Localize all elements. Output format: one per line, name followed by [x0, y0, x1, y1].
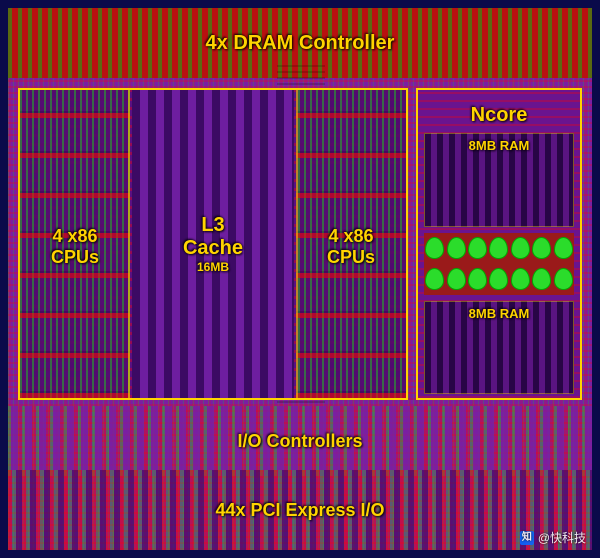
- chip-die: 4x DRAM Controller L3 Cache 16MB 4 x86 C…: [0, 0, 600, 558]
- watermark-text: @快科技: [538, 529, 586, 546]
- ncore-unit-icon: [533, 269, 550, 289]
- ncore-unit-icon: [469, 238, 486, 258]
- ncore-unit-icon: [426, 269, 443, 289]
- ncore-unit-icon: [448, 269, 465, 289]
- watermark: 知 @快科技: [520, 529, 586, 546]
- zhihu-icon: 知: [520, 531, 534, 545]
- ncore-unit-icon: [426, 238, 443, 258]
- ncore-ram-bottom: 8MB RAM: [424, 301, 574, 395]
- ncore-unit-icon: [512, 269, 529, 289]
- cpu-l3-block: L3 Cache 16MB 4 x86 CPUs 4 x86 CPUs: [18, 88, 408, 400]
- ram-bottom-label: 8MB RAM: [425, 306, 573, 321]
- ncore-unit-icon: [490, 238, 507, 258]
- l3-title: L3 Cache: [183, 214, 243, 259]
- pci-label: 44x PCI Express I/O: [215, 500, 384, 521]
- cpu-column-left: [20, 90, 130, 398]
- blob-row: [424, 233, 574, 264]
- blob-row: [424, 264, 574, 295]
- io-controllers-label: I/O Controllers: [237, 431, 362, 452]
- ncore-unit-icon: [555, 269, 572, 289]
- ncore-unit-icon: [555, 238, 572, 258]
- ncore-unit-icon: [533, 238, 550, 258]
- ncore-unit-array: [424, 233, 574, 295]
- ncore-title: Ncore: [471, 104, 528, 126]
- l3-size: 16MB: [183, 260, 243, 274]
- io-controllers-band: I/O Controllers: [8, 406, 592, 476]
- ncore-ram-top: 8MB RAM: [424, 133, 574, 227]
- dram-label: 4x DRAM Controller: [206, 32, 395, 55]
- cpu-column-right: [296, 90, 406, 398]
- pci-express-band: 44x PCI Express I/O: [8, 470, 592, 550]
- ram-top-label: 8MB RAM: [425, 138, 573, 153]
- ncore-block: Ncore 8MB RAM: [416, 88, 582, 400]
- l3-cache: L3 Cache 16MB: [132, 90, 294, 398]
- ncore-unit-icon: [448, 238, 465, 258]
- ncore-unit-icon: [512, 238, 529, 258]
- l3-label: L3 Cache 16MB: [183, 191, 243, 297]
- main-row: L3 Cache 16MB 4 x86 CPUs 4 x86 CPUs Ncor…: [18, 88, 582, 400]
- ncore-unit-icon: [469, 269, 486, 289]
- ncore-unit-icon: [490, 269, 507, 289]
- ncore-title-wrap: Ncore: [418, 90, 580, 129]
